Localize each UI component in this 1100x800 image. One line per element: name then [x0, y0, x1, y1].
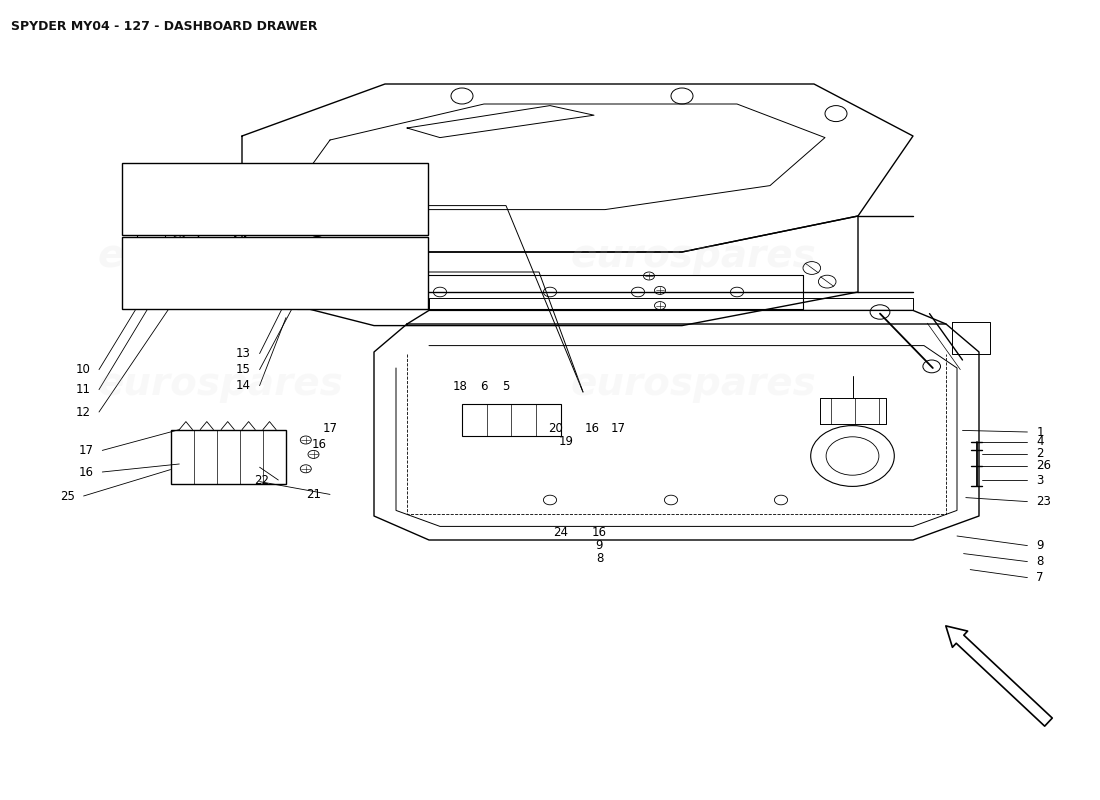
- FancyBboxPatch shape: [122, 163, 428, 235]
- Text: 16: 16: [584, 422, 600, 434]
- Text: 17: 17: [610, 422, 626, 434]
- Text: 28: 28: [271, 171, 286, 184]
- Text: 24: 24: [553, 526, 569, 538]
- Text: 28: 28: [271, 236, 286, 249]
- Text: 7: 7: [1036, 571, 1044, 584]
- Text: 8: 8: [1036, 555, 1044, 568]
- Text: 21: 21: [306, 488, 321, 501]
- Text: eurospares: eurospares: [570, 237, 816, 275]
- Text: 18: 18: [452, 380, 468, 393]
- Text: eurospares: eurospares: [97, 237, 343, 275]
- Text: 14: 14: [235, 379, 251, 392]
- Text: 5: 5: [503, 380, 509, 393]
- Text: 25: 25: [59, 490, 75, 502]
- Text: SPYDER MY04 - 127 - DASHBOARD DRAWER: SPYDER MY04 - 127 - DASHBOARD DRAWER: [11, 20, 318, 33]
- Text: 2: 2: [1036, 447, 1044, 460]
- Text: 10: 10: [75, 363, 90, 376]
- Text: F1: F1: [233, 230, 251, 242]
- Text: 9: 9: [596, 539, 603, 552]
- Text: 13: 13: [235, 347, 251, 360]
- Text: 11: 11: [75, 383, 90, 396]
- Text: 27: 27: [304, 236, 319, 249]
- Text: 26: 26: [1036, 459, 1052, 472]
- Text: 3: 3: [1036, 474, 1044, 486]
- Text: 8: 8: [596, 552, 603, 565]
- Text: 16: 16: [311, 438, 327, 450]
- Text: 23: 23: [1036, 495, 1052, 508]
- FancyArrowPatch shape: [946, 626, 1053, 726]
- Text: 15: 15: [235, 363, 251, 376]
- Text: 1: 1: [1036, 426, 1044, 438]
- FancyBboxPatch shape: [122, 237, 428, 309]
- Text: 12: 12: [75, 406, 90, 418]
- Text: 17: 17: [78, 444, 94, 457]
- Text: 9: 9: [1036, 539, 1044, 552]
- Text: 16: 16: [78, 466, 94, 478]
- Text: 27: 27: [304, 171, 319, 184]
- Text: 17: 17: [322, 422, 338, 434]
- Text: eurospares: eurospares: [570, 365, 816, 403]
- Text: 4: 4: [1036, 435, 1044, 448]
- Text: 19: 19: [559, 435, 574, 448]
- Text: 6: 6: [481, 380, 487, 393]
- Text: 20: 20: [548, 422, 563, 434]
- Text: 16: 16: [592, 526, 607, 538]
- Text: eurospares: eurospares: [97, 365, 343, 403]
- Text: 22: 22: [254, 474, 270, 486]
